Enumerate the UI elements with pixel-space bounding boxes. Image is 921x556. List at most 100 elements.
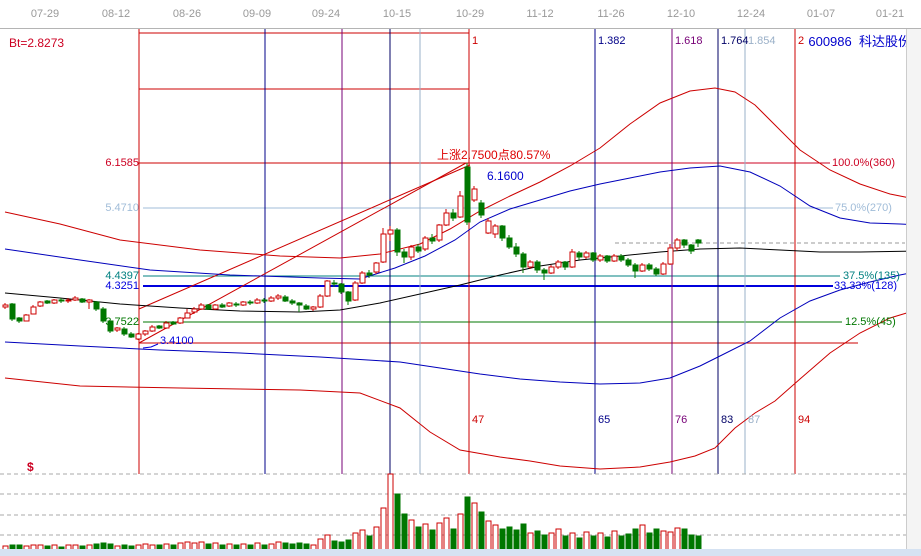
- date-tick-label: 11-12: [526, 8, 554, 20]
- candle-body: [401, 251, 408, 258]
- indicator-curves: [4, 87, 921, 470]
- candle-body: [576, 252, 583, 258]
- candle-body: [296, 302, 303, 306]
- candle-body: [667, 247, 674, 265]
- volume-bar: [443, 517, 450, 551]
- candle-body: [695, 239, 702, 244]
- date-tick-label: 01-21: [875, 8, 905, 20]
- volume-bar: [513, 529, 520, 551]
- date-axis-line: [0, 28, 921, 29]
- candles: [2, 163, 702, 340]
- band_blue_upper: [4, 165, 921, 280]
- volume-bar: [422, 523, 429, 551]
- candle-body: [352, 282, 359, 301]
- candle-body: [303, 305, 310, 310]
- band_red_lower: [4, 308, 921, 470]
- candle-body: [226, 302, 233, 307]
- volume-bar: [506, 526, 513, 551]
- volume-bar: [436, 522, 443, 551]
- candle-body: [128, 333, 135, 338]
- peak-move-annotation: 上涨2.7500点80.57%: [437, 148, 551, 162]
- volume-bar: [478, 511, 485, 551]
- candle-body: [688, 244, 695, 252]
- candle-body: [198, 304, 205, 310]
- candle-body: [674, 239, 681, 249]
- price-level-label: 6.1585: [105, 157, 139, 169]
- candle-body: [366, 272, 373, 276]
- candle-body: [65, 299, 72, 302]
- candle-body: [583, 252, 590, 258]
- volume-bar: [352, 532, 359, 551]
- ma_black: [4, 247, 921, 313]
- candle-body: [380, 233, 387, 263]
- volume-bar: [464, 496, 471, 551]
- volume-bar: [555, 528, 562, 551]
- volume-gridlines: [0, 242, 906, 536]
- candle-body: [373, 262, 380, 273]
- candle-body: [2, 304, 9, 308]
- candle-body: [219, 304, 226, 308]
- candle-body: [156, 325, 163, 329]
- price-level-label: 4.3251: [105, 280, 139, 292]
- fib-time-zone-lines: [138, 29, 796, 474]
- date-tick-label: 10-29: [455, 8, 485, 20]
- candle-body: [51, 299, 58, 304]
- candle-body: [541, 269, 548, 274]
- candle-body: [513, 246, 520, 255]
- candle-body: [457, 195, 464, 218]
- candle-body: [478, 202, 485, 216]
- window-right-edge: [906, 29, 921, 556]
- volume-bar: [695, 535, 702, 551]
- time-zone-count-label: 83: [721, 414, 734, 426]
- candle-body: [16, 317, 23, 322]
- volume-bar: [597, 532, 604, 551]
- volume-bar: [674, 527, 681, 551]
- candle-body: [548, 266, 555, 274]
- candle-body: [450, 212, 457, 219]
- price-level-label: 3.7522: [105, 316, 139, 328]
- date-tick-label: 12-10: [666, 8, 696, 20]
- date-tick-label: 08-26: [172, 8, 202, 20]
- candle-body: [597, 255, 604, 261]
- candle-body: [135, 333, 142, 340]
- time-zone-count-label: 94: [798, 414, 811, 426]
- time-zone-count-label: 76: [675, 414, 688, 426]
- volume-bar: [541, 534, 548, 551]
- candle-body: [275, 295, 282, 299]
- candle-body: [9, 303, 16, 320]
- candle-body: [506, 237, 513, 248]
- candle-body: [534, 261, 541, 271]
- price-level-label: 5.4710: [105, 202, 139, 214]
- candle-body: [114, 327, 121, 331]
- retracement-pct-label: 37.5%(135): [843, 270, 900, 282]
- volume-bar: [590, 535, 597, 551]
- date-tick-label: 01-07: [806, 8, 836, 20]
- candle-body: [331, 282, 338, 285]
- candle-body: [527, 261, 534, 268]
- candle-body: [30, 306, 37, 315]
- volume-bar: [632, 528, 639, 551]
- candle-body: [149, 326, 156, 332]
- candle-body: [338, 283, 345, 293]
- candle-body: [345, 291, 352, 302]
- volume-pane-label: $: [27, 460, 34, 474]
- candle-body: [23, 314, 30, 322]
- candle-body: [177, 317, 184, 324]
- candle-body: [86, 299, 93, 303]
- candle-body: [436, 224, 443, 241]
- stock-title: 600986 科达股份: [808, 31, 911, 50]
- candle-body: [590, 252, 597, 261]
- candle-body: [324, 280, 331, 297]
- candle-body: [632, 264, 639, 272]
- volume-bar: [499, 528, 506, 551]
- stock-code: 600986: [808, 34, 852, 49]
- candle-body: [107, 320, 114, 332]
- candle-body: [359, 272, 366, 284]
- time-zone-ratio-label: 1: [472, 35, 479, 47]
- candle-body: [184, 312, 191, 319]
- candle-body: [660, 263, 667, 275]
- candle-body: [639, 264, 646, 272]
- volume-bar: [394, 493, 401, 551]
- volume-bar: [688, 534, 695, 551]
